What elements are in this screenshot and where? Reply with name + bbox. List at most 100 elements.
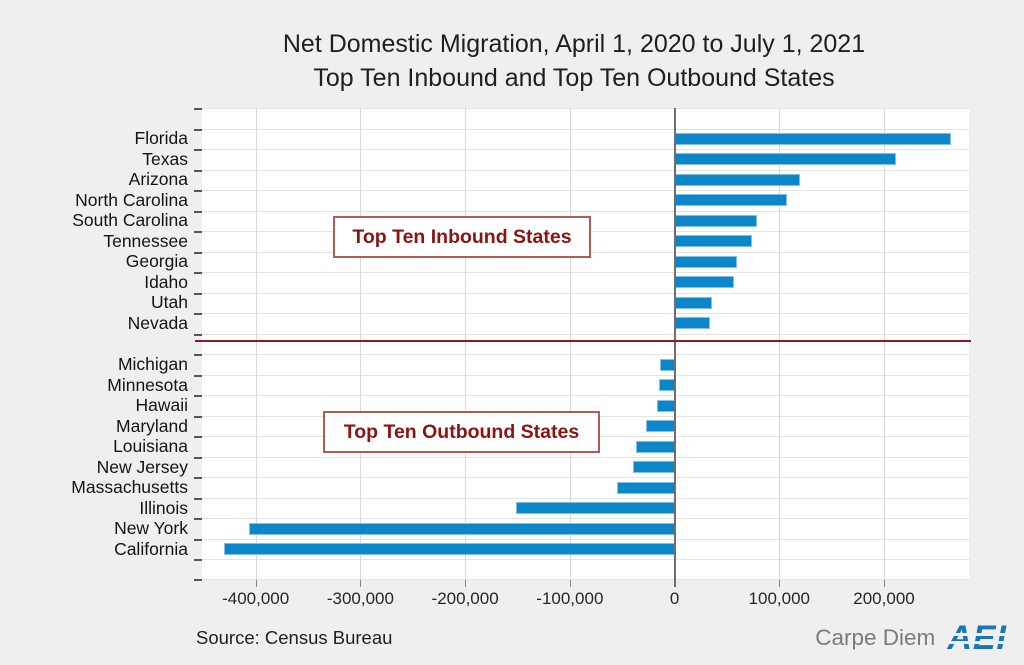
h-gridline (202, 149, 969, 150)
x-axis-tick (569, 580, 571, 587)
bar-louisiana (635, 440, 675, 453)
y-axis-tick (194, 272, 202, 274)
y-axis-tick (194, 129, 202, 131)
chart-title: Net Domestic Migration, April 1, 2020 to… (124, 27, 1024, 95)
x-axis-tick (255, 580, 257, 587)
aei-logo-text: AEI (947, 619, 1007, 657)
category-label-arizona: Arizona (128, 169, 188, 190)
y-axis-tick (194, 579, 202, 581)
bar-florida (674, 132, 952, 145)
category-label-utah: Utah (151, 292, 188, 313)
bar-arizona (674, 173, 801, 186)
category-label-georgia: Georgia (125, 251, 188, 272)
zero-axis-line (673, 108, 676, 587)
x-axis-tick (779, 580, 781, 587)
x-axis-tick (465, 580, 467, 587)
h-gridline (202, 313, 969, 314)
category-label-michigan: Michigan (117, 354, 188, 375)
category-label-new-jersey: New Jersey (96, 456, 188, 477)
y-axis-tick (194, 498, 202, 500)
y-axis-tick (194, 436, 202, 438)
h-gridline (202, 334, 969, 335)
h-gridline (202, 108, 969, 109)
y-axis-tick (194, 477, 202, 479)
bar-minnesota (658, 379, 675, 392)
carpe-diem-text: Carpe Diem (815, 625, 936, 650)
y-axis-tick (194, 457, 202, 459)
category-label-minnesota: Minnesota (107, 374, 188, 395)
y-axis-tick (194, 293, 202, 295)
outbound-annotation-box: Top Ten Outbound States (323, 411, 600, 453)
h-gridline (202, 211, 969, 212)
category-label-illinois: Illinois (139, 497, 188, 518)
h-gridline (202, 190, 969, 191)
aei-logo-stripe-icon (945, 633, 1009, 636)
chart-title-line2: Top Ten Inbound and Top Ten Outbound Sta… (313, 64, 835, 92)
category-label-texas: Texas (142, 148, 188, 169)
h-gridline (202, 170, 969, 171)
branding: Carpe Diem AEI (815, 618, 1009, 658)
category-label-maryland: Maryland (116, 415, 188, 436)
y-axis-tick (194, 416, 202, 418)
bar-illinois (516, 502, 675, 515)
bar-texas (674, 153, 896, 166)
outbound-annotation-label: Top Ten Outbound States (343, 420, 580, 443)
inbound-annotation-box: Top Ten Inbound States (333, 216, 591, 258)
bar-maryland (646, 420, 675, 433)
x-tick-label: -300,000 (326, 589, 394, 608)
bar-hawaii (656, 399, 675, 412)
bar-tennessee (674, 235, 753, 248)
h-gridline (202, 498, 969, 499)
y-axis-tick (194, 108, 202, 110)
y-axis-tick (194, 375, 202, 377)
category-label-hawaii: Hawaii (135, 395, 188, 416)
v-gridline (569, 108, 571, 580)
y-axis-tick (194, 149, 202, 151)
x-axis-tick (884, 580, 885, 587)
bar-south-carolina (674, 214, 758, 227)
y-axis-tick (194, 334, 202, 336)
x-tick-label: -200,000 (431, 589, 499, 608)
bar-north-carolina (674, 194, 787, 207)
bar-nevada (674, 317, 711, 330)
h-gridline (202, 518, 969, 519)
h-gridline (202, 579, 969, 580)
aei-logo: AEI (945, 619, 1009, 657)
x-tick-label: -100,000 (536, 589, 604, 608)
bar-georgia (674, 255, 738, 268)
h-gridline (202, 477, 969, 478)
y-axis-tick (194, 252, 202, 254)
y-axis-tick (194, 354, 202, 356)
y-axis-tick (194, 539, 202, 541)
bar-massachusetts (616, 481, 675, 494)
category-label-louisiana: Louisiana (113, 436, 188, 457)
chart-title-line1: Net Domestic Migration, April 1, 2020 to… (282, 30, 866, 58)
bar-california (224, 543, 675, 556)
y-axis-tick (194, 231, 202, 233)
y-axis-tick (194, 313, 202, 315)
h-gridline (202, 559, 969, 560)
h-gridline (202, 272, 969, 273)
y-axis-tick (194, 559, 202, 561)
x-tick-label: -400,000 (222, 589, 290, 608)
y-axis-tick (194, 395, 202, 397)
bar-utah (674, 296, 713, 309)
category-label-tennessee: Tennessee (103, 230, 188, 251)
h-gridline (202, 457, 969, 458)
bar-new-york (249, 522, 675, 535)
h-gridline (202, 395, 969, 396)
v-gridline (465, 108, 467, 580)
category-label-south-carolina: South Carolina (72, 210, 188, 231)
v-gridline (779, 108, 781, 580)
h-gridline (202, 293, 969, 294)
h-gridline (202, 354, 969, 355)
source-note: Source: Census Bureau (196, 627, 393, 648)
bar-michigan (659, 358, 675, 371)
bar-idaho (674, 276, 735, 289)
y-axis-tick (194, 190, 202, 192)
inbound-outbound-divider (195, 340, 971, 342)
category-label-florida: Florida (134, 128, 189, 149)
x-axis-tick (360, 580, 362, 587)
bar-new-jersey (632, 461, 675, 474)
